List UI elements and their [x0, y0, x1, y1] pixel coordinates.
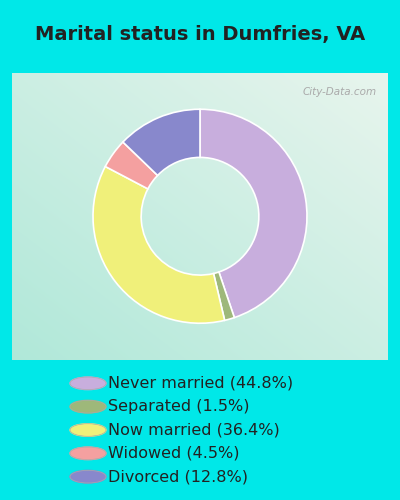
Circle shape	[70, 447, 106, 460]
Text: Widowed (4.5%): Widowed (4.5%)	[108, 446, 240, 461]
Wedge shape	[200, 110, 307, 318]
Circle shape	[70, 424, 106, 436]
Text: Never married (44.8%): Never married (44.8%)	[108, 376, 293, 391]
Text: Marital status in Dumfries, VA: Marital status in Dumfries, VA	[35, 26, 365, 44]
Circle shape	[70, 377, 106, 390]
Wedge shape	[93, 166, 225, 323]
Text: Now married (36.4%): Now married (36.4%)	[108, 422, 280, 438]
Text: Divorced (12.8%): Divorced (12.8%)	[108, 469, 248, 484]
Wedge shape	[214, 272, 234, 320]
Circle shape	[70, 400, 106, 413]
Wedge shape	[123, 109, 200, 176]
Text: Separated (1.5%): Separated (1.5%)	[108, 399, 250, 414]
Text: City-Data.com: City-Data.com	[302, 87, 377, 97]
Wedge shape	[105, 142, 158, 189]
Circle shape	[70, 470, 106, 483]
